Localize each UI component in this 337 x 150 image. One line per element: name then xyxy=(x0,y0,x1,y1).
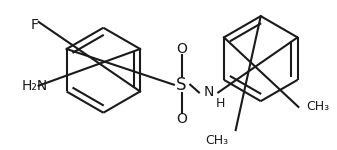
Text: H: H xyxy=(215,97,225,110)
Text: O: O xyxy=(176,111,187,126)
Text: O: O xyxy=(176,42,187,56)
Text: CH₃: CH₃ xyxy=(306,100,329,113)
Text: N: N xyxy=(204,85,214,99)
Text: S: S xyxy=(176,76,187,94)
Text: CH₃: CH₃ xyxy=(205,134,228,147)
Text: F: F xyxy=(31,18,39,32)
Text: H₂N: H₂N xyxy=(21,79,48,93)
